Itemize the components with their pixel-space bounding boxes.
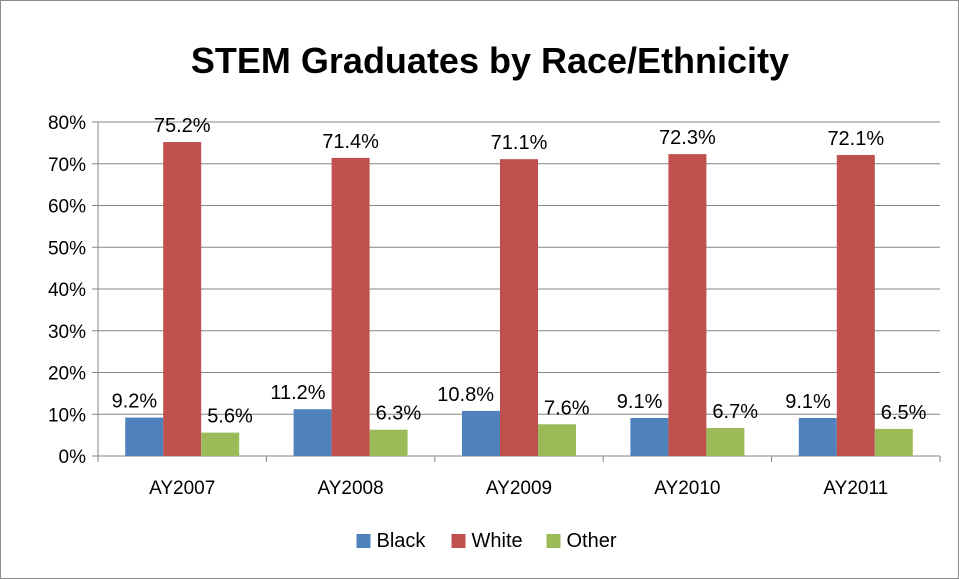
legend-swatch-other <box>546 534 561 548</box>
bar-black <box>798 418 837 456</box>
x-tick-label: AY2009 <box>486 478 552 499</box>
data-label-white: 75.2% <box>154 115 211 137</box>
y-tick-label: 0% <box>59 447 87 468</box>
data-label-black: 10.8% <box>437 384 494 406</box>
y-tick-label: 40% <box>48 280 86 301</box>
data-label-other: 5.6% <box>207 406 253 428</box>
data-label-white: 72.3% <box>659 127 716 149</box>
x-tick-label: AY2007 <box>149 478 215 499</box>
data-label-other: 7.6% <box>544 397 590 419</box>
y-tick-label: 10% <box>48 405 86 426</box>
data-labels: 9.2% 75.2% 5.6% 11.2% 71.4% 6.3% 10.8% 71.1% 7.6… <box>112 115 927 428</box>
data-label-other: 6.7% <box>712 401 758 423</box>
bar-white <box>163 142 202 457</box>
bar-white <box>331 157 370 456</box>
data-label-white: 71.4% <box>322 131 379 153</box>
bar-black <box>462 410 500 456</box>
data-label-white: 71.1% <box>491 132 548 154</box>
legend-label-white: White <box>472 530 523 552</box>
bars <box>125 142 913 457</box>
bar-other <box>369 429 408 456</box>
y-tick-label: 70% <box>48 155 86 176</box>
chart-title: STEM Graduates by Race/Ethnicity <box>191 40 789 81</box>
y-tick-label: 80% <box>48 113 86 134</box>
bar-black <box>630 418 669 456</box>
data-label-black: 9.2% <box>112 391 158 413</box>
x-tick-label: AY2008 <box>317 478 383 499</box>
bar-other <box>706 428 745 456</box>
x-tick-label: AY2010 <box>654 478 720 499</box>
bar-black <box>125 417 164 456</box>
data-label-white: 72.1% <box>827 128 884 150</box>
legend: Black White Other <box>356 530 617 552</box>
x-tick-label: AY2011 <box>823 478 888 499</box>
bar-white <box>836 154 875 457</box>
legend-swatch-black <box>356 534 371 548</box>
data-label-black: 11.2% <box>270 382 325 404</box>
data-label-other: 6.5% <box>881 402 927 424</box>
legend-label-black: Black <box>377 530 427 552</box>
bar-other <box>201 432 240 456</box>
bar-black <box>293 409 332 456</box>
legend-label-other: Other <box>567 530 617 552</box>
bar-white <box>500 159 538 456</box>
bar-white <box>668 154 707 456</box>
data-label-black: 9.1% <box>785 391 831 413</box>
y-tick-label: 50% <box>48 238 86 259</box>
legend-swatch-white <box>451 534 466 548</box>
data-label-other: 6.3% <box>376 403 422 425</box>
y-tick-label: 20% <box>48 364 86 385</box>
data-label-black: 9.1% <box>617 391 663 413</box>
y-tick-label: 30% <box>48 322 86 343</box>
bar-other <box>538 424 576 456</box>
bar-other <box>874 428 913 456</box>
y-tick-label: 60% <box>48 197 86 218</box>
